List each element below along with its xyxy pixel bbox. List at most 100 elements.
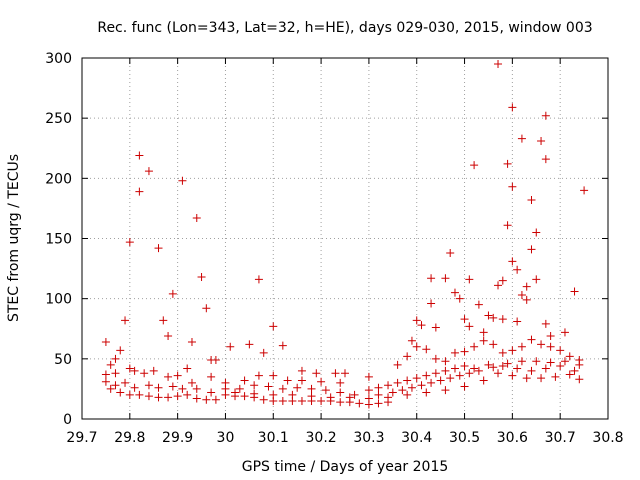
data-point: [178, 384, 187, 393]
data-point: [159, 316, 168, 325]
data-point: [537, 374, 546, 383]
x-tick-label: 30.5: [449, 430, 480, 446]
data-point: [321, 386, 330, 395]
data-point: [465, 275, 474, 284]
data-point: [211, 395, 220, 404]
data-point: [183, 390, 192, 399]
data-point: [154, 383, 163, 392]
data-point: [465, 322, 474, 331]
x-tick-label: 29.7: [66, 430, 97, 446]
data-point: [297, 366, 306, 375]
data-point: [479, 336, 488, 345]
data-point: [288, 390, 297, 399]
data-point: [517, 357, 526, 366]
data-point: [455, 294, 464, 303]
data-point: [312, 369, 321, 378]
data-point: [192, 214, 201, 223]
data-point: [532, 275, 541, 284]
data-point: [192, 384, 201, 393]
data-point: [541, 319, 550, 328]
data-point: [183, 364, 192, 373]
data-point: [187, 337, 196, 346]
data-point: [403, 376, 412, 385]
data-point: [192, 394, 201, 403]
y-tick-label: 300: [45, 51, 72, 67]
data-point: [546, 358, 555, 367]
data-point: [441, 366, 450, 375]
data-point: [144, 392, 153, 401]
y-tick-label: 200: [45, 171, 72, 187]
data-point: [460, 382, 469, 391]
data-point: [489, 363, 498, 372]
data-point: [527, 366, 536, 375]
tick-labels: 29.7 29.8 29.9 30 30.1 30.2 30.3 30.4 30.5 30.6 30…: [45, 51, 623, 446]
data-point: [575, 375, 584, 384]
data-point: [532, 357, 541, 366]
data-point: [431, 323, 440, 332]
x-tick-label: 29.9: [162, 430, 193, 446]
data-point: [393, 360, 402, 369]
data-point: [221, 390, 230, 399]
axis-ticks: [81, 57, 609, 420]
data-point: [431, 369, 440, 378]
data-point: [422, 345, 431, 354]
x-tick-label: 30.2: [306, 430, 337, 446]
data-point: [269, 322, 278, 331]
data-point: [441, 357, 450, 366]
data-point: [384, 381, 393, 390]
data-point: [364, 394, 373, 403]
data-point: [364, 372, 373, 381]
data-point: [135, 390, 144, 399]
x-tick-label: 30.8: [592, 430, 623, 446]
data-point: [527, 335, 536, 344]
x-tick-label: 30.1: [258, 430, 289, 446]
data-point: [446, 374, 455, 383]
data-point: [164, 331, 173, 340]
data-point: [479, 328, 488, 337]
data-point: [403, 390, 412, 399]
data-points: [101, 60, 589, 409]
data-point: [570, 366, 579, 375]
data-point: [470, 364, 479, 373]
data-point: [207, 372, 216, 381]
data-point: [498, 315, 507, 324]
data-point: [522, 374, 531, 383]
data-point: [427, 299, 436, 308]
data-point: [269, 371, 278, 380]
data-point: [565, 370, 574, 379]
data-point: [455, 371, 464, 380]
data-point: [269, 390, 278, 399]
data-point: [350, 390, 359, 399]
data-point: [474, 300, 483, 309]
data-point: [460, 347, 469, 356]
data-point: [575, 360, 584, 369]
data-point: [341, 369, 349, 378]
data-point: [355, 399, 364, 408]
data-point: [317, 377, 326, 386]
data-point: [460, 315, 469, 324]
data-point: [446, 248, 455, 257]
data-point: [465, 369, 474, 378]
data-point: [532, 228, 541, 237]
data-point: [211, 356, 220, 365]
data-point: [489, 313, 498, 322]
data-point: [140, 369, 149, 378]
data-point: [250, 389, 259, 398]
data-point: [436, 376, 445, 385]
data-point: [503, 359, 512, 368]
data-point: [173, 371, 182, 380]
data-point: [135, 187, 144, 196]
data-point: [116, 388, 125, 397]
data-point: [336, 398, 345, 407]
data-point: [297, 376, 306, 385]
data-point: [398, 386, 407, 395]
chart-title: Rec. func (Lon=343, Lat=32, h=HE), days …: [97, 20, 592, 36]
data-point: [450, 348, 459, 357]
data-point: [431, 354, 440, 363]
data-point: [441, 274, 450, 283]
data-point: [407, 383, 416, 392]
data-point: [116, 346, 125, 355]
data-point: [297, 396, 306, 405]
data-point: [125, 364, 134, 373]
data-point: [546, 342, 555, 351]
